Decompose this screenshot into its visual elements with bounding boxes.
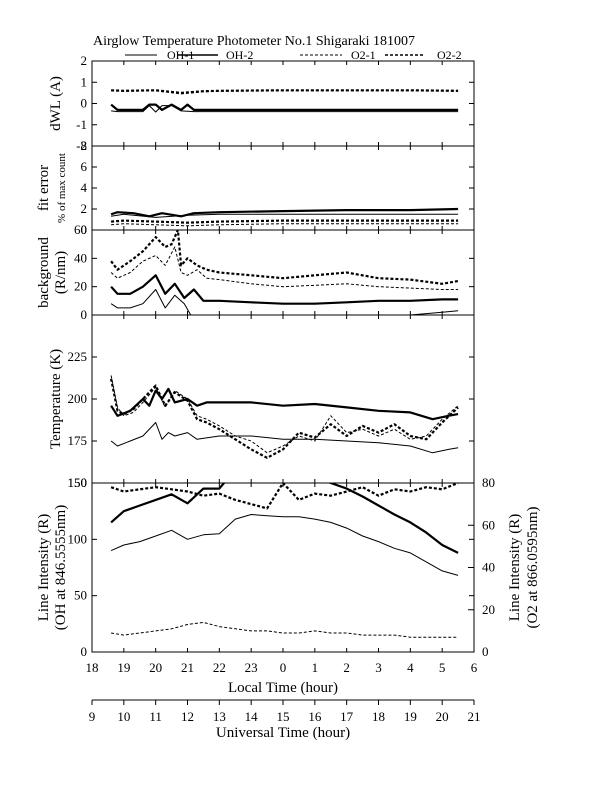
local-tick-3: 21: [181, 660, 194, 675]
ylabel-dwl: dWL (A): [48, 76, 64, 131]
ytick-label-fit-3: 2: [81, 201, 88, 216]
local-tick-4: 22: [213, 660, 226, 675]
ytick-label-temp-0: 225: [68, 349, 88, 364]
universal-time-label: Universal Time (hour): [216, 725, 350, 741]
universal-tick-5: 14: [245, 709, 259, 724]
chart-title: Airglow Temperature Photometer No.1 Shig…: [93, 34, 415, 49]
ytick-label-bg-1: 40: [74, 250, 87, 265]
ytick-label-bg-3: 0: [81, 307, 88, 322]
universal-tick-8: 17: [340, 709, 354, 724]
local-tick-1: 19: [117, 660, 130, 675]
universal-tick-4: 13: [213, 709, 226, 724]
ylabel-fit: fit error: [36, 165, 52, 211]
panel-frame-temp: [91, 314, 475, 484]
ytick-label-fit-1: 6: [81, 159, 88, 174]
local-tick-10: 4: [407, 660, 414, 675]
universal-tick-0: 9: [89, 709, 96, 724]
ytick-label-temp-2: 175: [68, 433, 88, 448]
local-tick-5: 23: [245, 660, 258, 675]
ytick-label-intensity-1: 100: [68, 531, 88, 546]
ytick-label-intensity-2: 50: [74, 588, 87, 603]
series-bg-o2-1: [110, 246, 459, 290]
local-tick-7: 1: [312, 660, 319, 675]
ytick-label-fit-2: 4: [81, 180, 88, 195]
universal-tick-2: 11: [149, 709, 162, 724]
universal-tick-7: 16: [308, 709, 322, 724]
local-tick-11: 5: [439, 660, 446, 675]
local-tick-0: 18: [86, 660, 99, 675]
yrlabel2-intensity: (O2 at 866.0595nm): [525, 506, 541, 628]
ylabel2-fit: % of max count: [56, 153, 68, 223]
panel-bg: 60 40 20 0 background (R/nm): [36, 222, 475, 322]
ytick-label-fit-4: 0: [81, 222, 88, 237]
legend-label-oh-2: OH-2: [226, 48, 253, 62]
series-temp-o2-2: [110, 378, 459, 459]
universal-tick-6: 15: [277, 709, 290, 724]
series-fit-o2-1: [111, 223, 459, 227]
ylabel-temp: Temperature (K): [48, 349, 64, 449]
universal-tick-9: 18: [372, 709, 385, 724]
legend-label-o2-2: O2-2: [437, 48, 462, 62]
universal-tick-1: 10: [117, 709, 130, 724]
local-tick-6: 0: [280, 660, 287, 675]
panel-frame-fit: [91, 145, 475, 231]
ytick-label-dwl-4: -2: [76, 138, 87, 153]
ylabel-intensity: Line Intensity (R): [36, 514, 52, 621]
yrlabel-intensity: Line Intensity (R): [507, 514, 523, 621]
local-tick-9: 3: [375, 660, 382, 675]
ylabel2-intensity: (OH at 846.5555nm): [53, 505, 69, 630]
ytick-label-dwl-0: 2: [81, 53, 88, 68]
series-fit-oh-1: [111, 213, 459, 218]
series-dwl-o2-2: [111, 89, 459, 95]
ytick-label-intensity-3: 0: [81, 644, 88, 659]
yrtick-label-4: 0: [482, 644, 489, 659]
series-bg-oh-1: [110, 289, 459, 315]
ytick-label-bg-2: 20: [74, 279, 87, 294]
x-axes: 18 19 20 21 22 23 0 1 2 3 4 5 69 10 11 12 13 14 15 16 17 18 19…: [86, 660, 481, 724]
series-dwl-oh-2: [110, 103, 459, 112]
series-intensity-o2-1: [111, 621, 459, 638]
series-intensity-o2-2: [110, 483, 459, 510]
ytick-label-temp-1: 200: [68, 391, 88, 406]
local-tick-2: 20: [149, 660, 162, 675]
series-bg-o2-2: [110, 230, 459, 285]
yrtick-label-2: 40: [482, 560, 495, 575]
local-tick-12: 6: [471, 660, 478, 675]
ytick-label-temp-3: 150: [68, 475, 88, 490]
universal-tick-12: 21: [468, 709, 481, 724]
panel-frame-intensity: [91, 482, 475, 653]
panel-dwl: 2 1 0 -1 -2 dWL (A): [48, 53, 475, 153]
ytick-label-bg-0: 60: [74, 222, 87, 237]
series-intensity-oh-2: [110, 483, 459, 554]
ylabel-bg: background: [36, 237, 52, 308]
local-time-label: Local Time (hour): [228, 680, 338, 696]
ytick-label-dwl-3: -1: [76, 117, 87, 132]
series-fit-oh-2: [110, 207, 459, 218]
yrtick-label-0: 80: [482, 475, 495, 490]
ytick-label-fit-0: 8: [81, 138, 88, 153]
ylabel2-bg: (R/nm): [53, 251, 69, 294]
universal-tick-10: 19: [404, 709, 417, 724]
universal-tick-11: 20: [436, 709, 449, 724]
panel-fit: 8 6 4 2 0 fit error % of max count: [36, 138, 475, 237]
series-intensity-oh-1: [110, 514, 459, 576]
series-bg-oh-2: [110, 274, 459, 305]
series-temp-oh-1: [110, 422, 459, 454]
universal-tick-3: 12: [181, 709, 194, 724]
panel-temp: 225 200 175 150 Temperature (K): [48, 314, 475, 490]
ytick-label-intensity-0: 150: [68, 475, 88, 490]
local-tick-8: 2: [343, 660, 350, 675]
yrtick-label-1: 60: [482, 517, 495, 532]
series-fit-o2-2: [111, 219, 459, 224]
ytick-label-dwl-1: 1: [81, 74, 88, 89]
series-temp-o2-1: [110, 375, 459, 454]
series-temp-oh-2: [110, 387, 459, 421]
legend: OH-1 OH-2 O2-1 O2-2: [125, 48, 462, 62]
ytick-label-dwl-2: 0: [81, 96, 88, 111]
yrtick-label-3: 20: [482, 602, 495, 617]
legend-label-o2-1: O2-1: [351, 48, 376, 62]
